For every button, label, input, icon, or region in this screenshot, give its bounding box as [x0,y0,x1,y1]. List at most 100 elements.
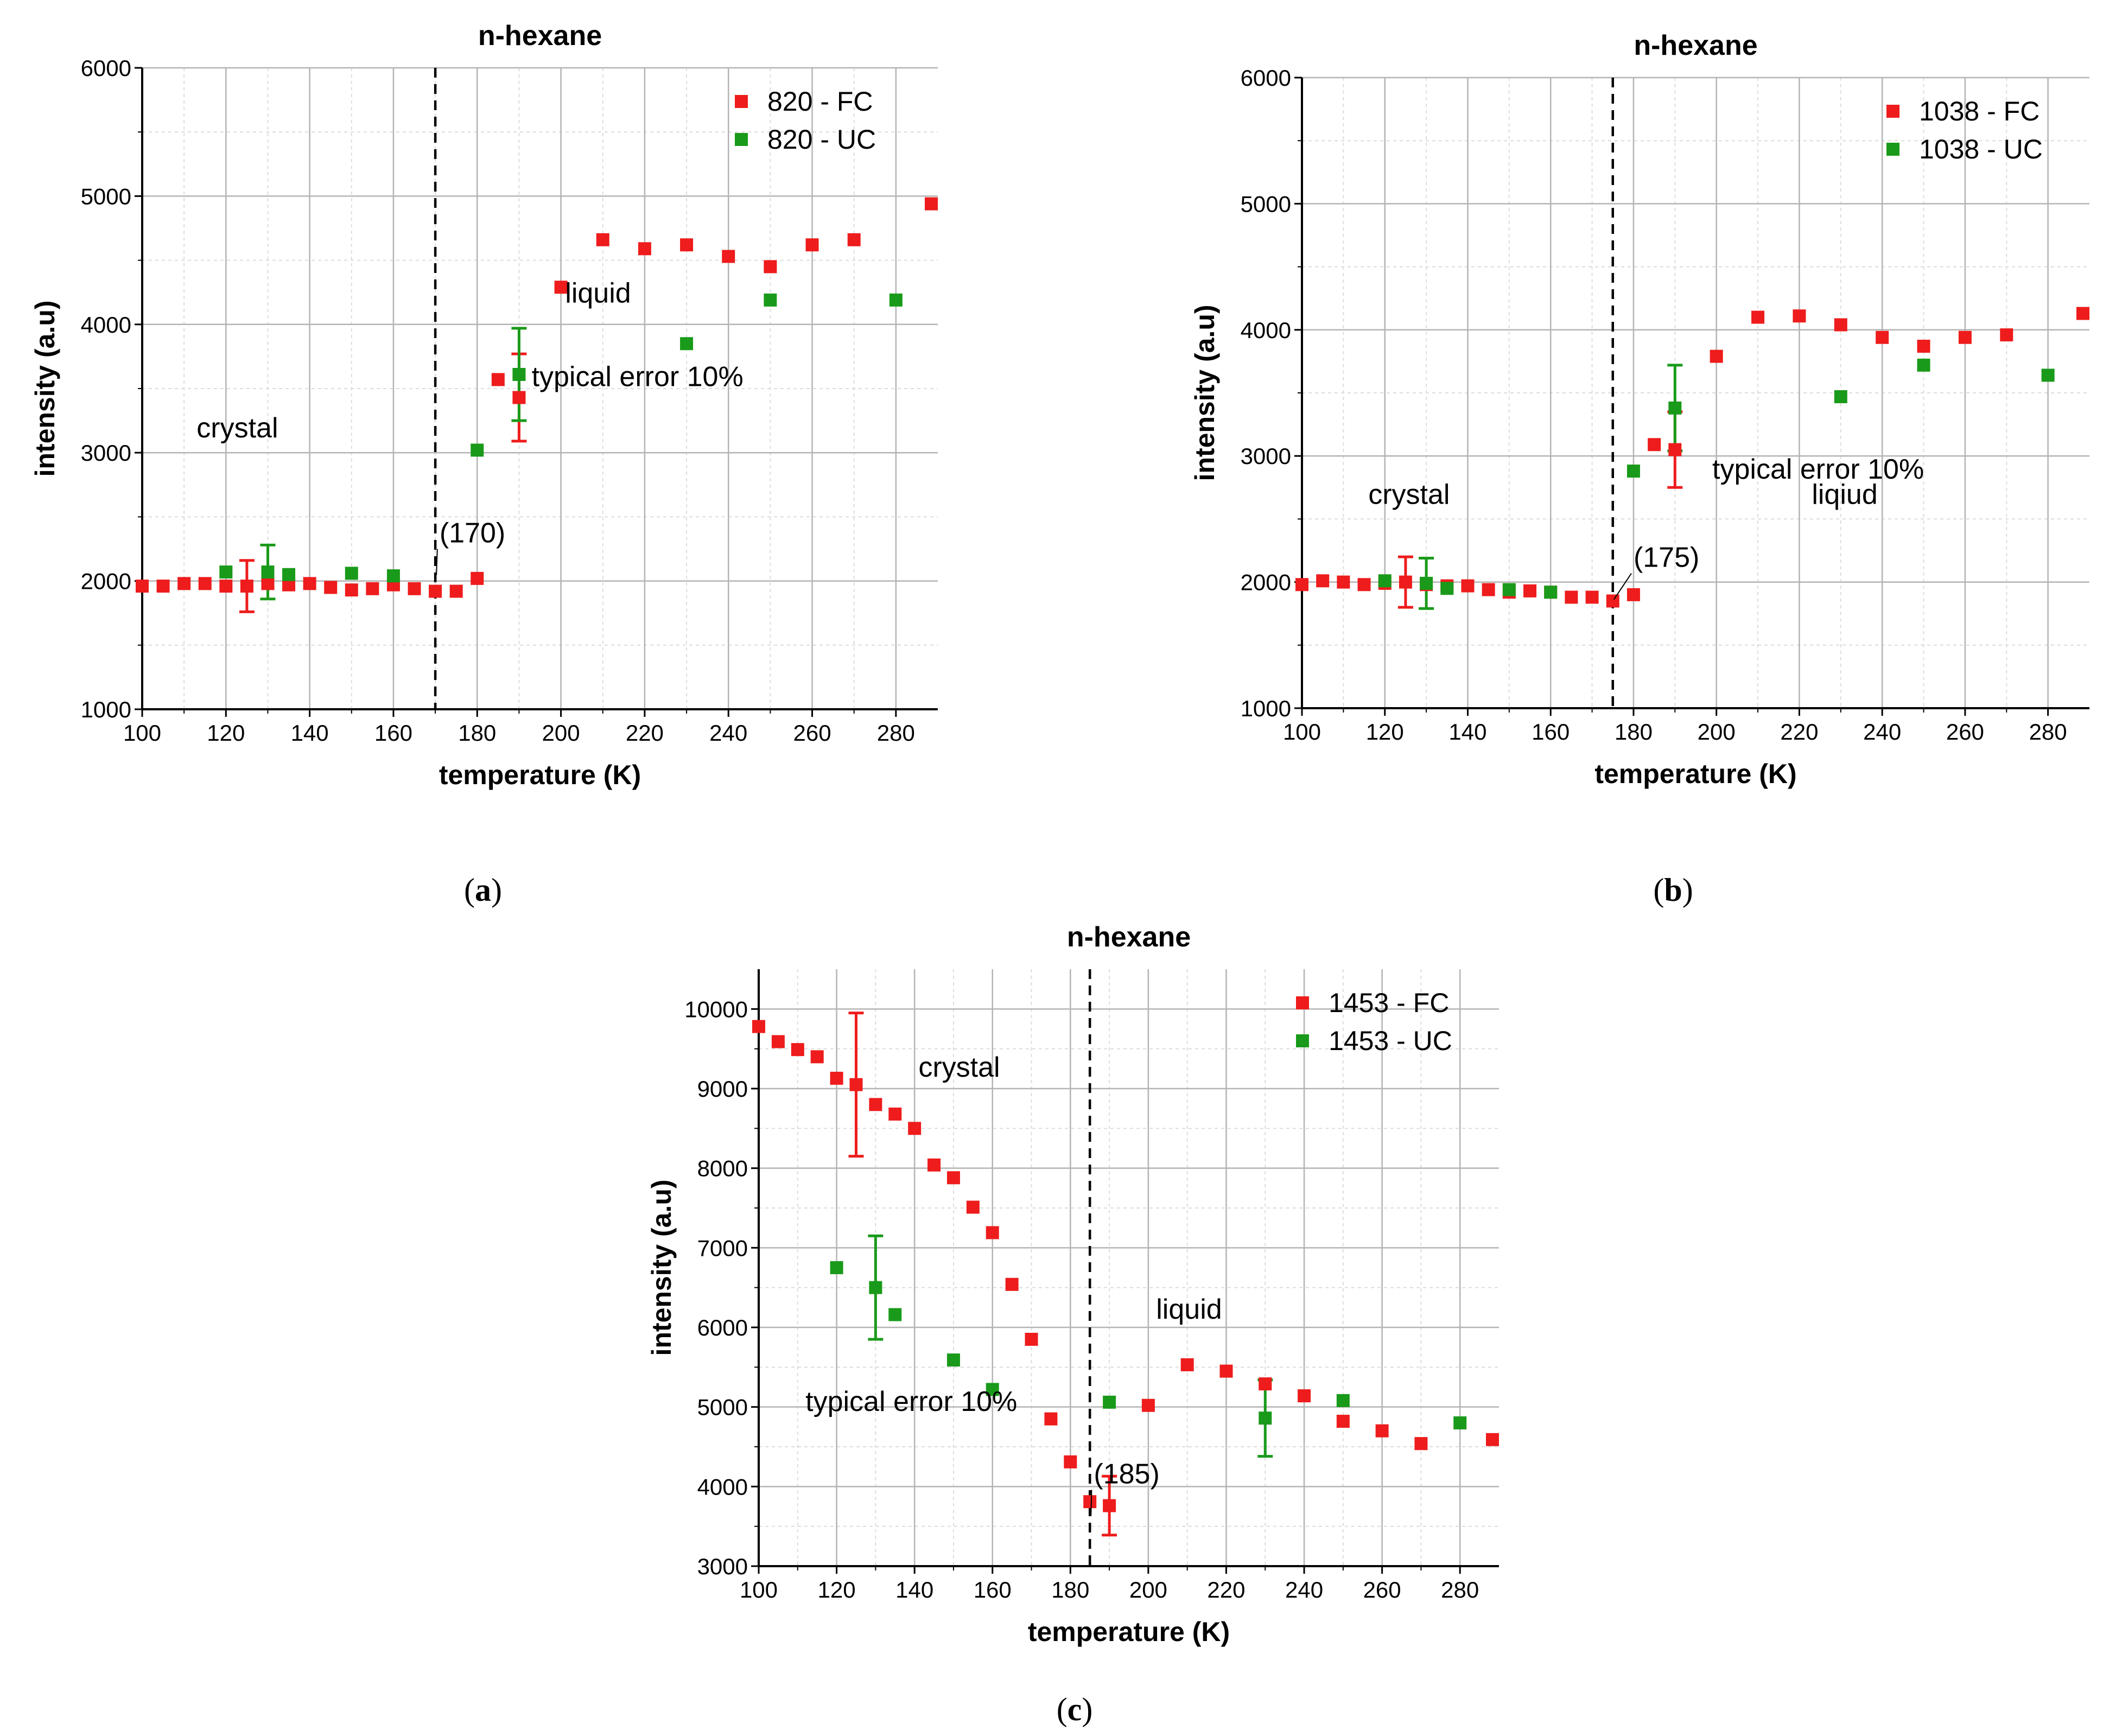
data-point [449,584,463,598]
x-tick-label: 140 [291,720,329,746]
data-point [324,581,338,594]
data-point [1083,1495,1097,1509]
legend-marker [1886,105,1899,118]
data-point [888,1107,902,1121]
data-point [156,580,170,593]
data-point [261,577,275,590]
data-point [512,367,526,381]
y-tick-label: 5000 [697,1395,748,1420]
y-tick-label: 7000 [697,1235,748,1261]
legend: 1453 - FC 1453 - UC [1296,988,1452,1056]
data-point [1336,1415,1350,1428]
x-tick-label: 220 [1780,719,1818,745]
data-point [345,583,358,597]
data-point [847,233,861,246]
x-tick-label: 120 [207,720,245,746]
chart-title: n-hexane [1634,30,1757,61]
series-uc [1378,358,2055,599]
x-tick-label: 280 [2029,719,2067,745]
panel-caption: (c) [1057,1692,1093,1727]
data-point [1295,578,1308,592]
data-point [810,1050,824,1064]
caption-paren: ( [1057,1692,1068,1727]
y-axis-label: intensity (a.u) [30,300,60,476]
phase-label: liquid [1156,1294,1222,1325]
legend-label: 1453 - FC [1329,988,1449,1018]
data-point [1180,1358,1194,1371]
data-point [1793,309,1806,323]
data-point [1453,1416,1467,1429]
data-point [927,1158,941,1172]
x-tick-label: 140 [895,1577,933,1603]
x-tick-label: 140 [1448,719,1486,745]
y-tick-label: 4000 [697,1474,748,1499]
caption-paren: ( [464,872,475,908]
y-tick-label: 6000 [81,55,131,81]
y-tick-label: 5000 [81,183,131,209]
data-point [408,582,421,595]
series-fc [1295,307,2089,608]
caption-letter: c [1068,1692,1082,1727]
error-note: typical error 10% [532,361,744,392]
legend-label: 1038 - UC [1919,134,2043,164]
y-axis-label: intensity (a.u) [1190,304,1220,481]
data-point [1378,574,1392,588]
y-tick-label: 6000 [1241,65,1291,91]
x-tick-label: 120 [1366,719,1404,745]
x-tick-label: 180 [458,720,496,746]
y-tick-label: 1000 [1241,696,1291,721]
data-point [1502,583,1516,596]
x-tick-label: 180 [1051,1577,1089,1603]
x-tick-label: 280 [877,720,915,746]
data-point [1103,1395,1116,1409]
series-fc [136,197,938,598]
data-point [1259,1411,1272,1425]
data-point [1064,1455,1077,1468]
caption-paren: ) [1682,872,1693,908]
data-point [1375,1424,1389,1438]
data-point [869,1098,882,1111]
y-tick-label: 5000 [1241,191,1291,217]
data-point [1585,590,1599,604]
data-point [1606,594,1619,608]
data-point [1648,438,1661,452]
data-point [1025,1333,1038,1346]
data-point [946,1353,960,1367]
data-point [177,577,191,590]
x-tick-label: 260 [1946,719,1984,745]
phase-label: crystal [1368,479,1450,511]
legend-label: 820 - FC [767,86,873,117]
data-point [136,580,149,593]
transition-label: (170) [440,518,505,549]
y-tick-label: 6000 [697,1315,748,1340]
data-point [429,584,442,598]
x-tick-label: 220 [1207,1577,1245,1603]
data-point [1420,576,1433,590]
chart-title: n-hexane [1067,921,1191,953]
data-point [471,571,484,585]
caption-paren: ( [1653,872,1664,908]
legend-marker [735,133,748,146]
data-point [869,1281,882,1294]
data-point [345,567,358,580]
data-point [680,337,694,351]
data-point [366,582,379,595]
data-point [764,293,777,307]
x-tick-label: 100 [123,720,161,746]
y-tick-label: 4000 [1241,317,1291,343]
y-tick-label: 3000 [1241,443,1291,469]
transition-leader-line [436,549,438,575]
chart-panel-a: 100 120 140 160 180 200 220 240 260 280 1000 2000 30… [30,20,938,908]
x-tick-label: 240 [1285,1577,1323,1603]
data-point [303,577,316,590]
minor-gridlines [759,969,1499,1566]
data-point [1544,586,1558,599]
data-point [1440,582,1454,595]
data-point [925,197,938,211]
chart-panel-c: 100 120 140 160 180 200 220 240 260 280 3000 4000 50… [646,921,1499,1727]
data-point [908,1122,922,1135]
y-axis-label: intensity (a.u) [646,1179,677,1356]
transition-label: (185) [1094,1458,1159,1490]
error-note: typical error 10% [805,1386,1017,1417]
